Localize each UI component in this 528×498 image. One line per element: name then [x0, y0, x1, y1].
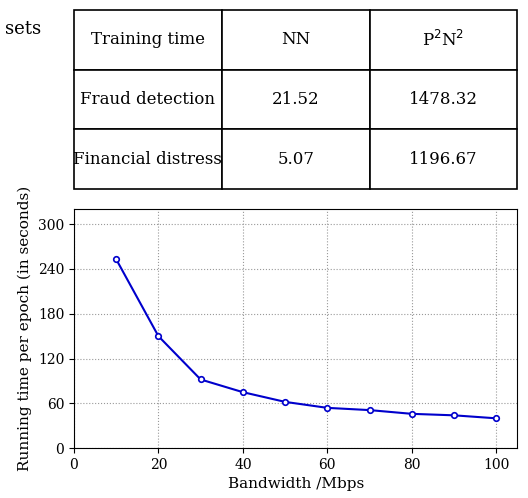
X-axis label: Bandwidth /Mbps: Bandwidth /Mbps	[228, 478, 364, 492]
Y-axis label: Running time per epoch (in seconds): Running time per epoch (in seconds)	[18, 186, 32, 471]
Text: sets: sets	[5, 20, 41, 38]
